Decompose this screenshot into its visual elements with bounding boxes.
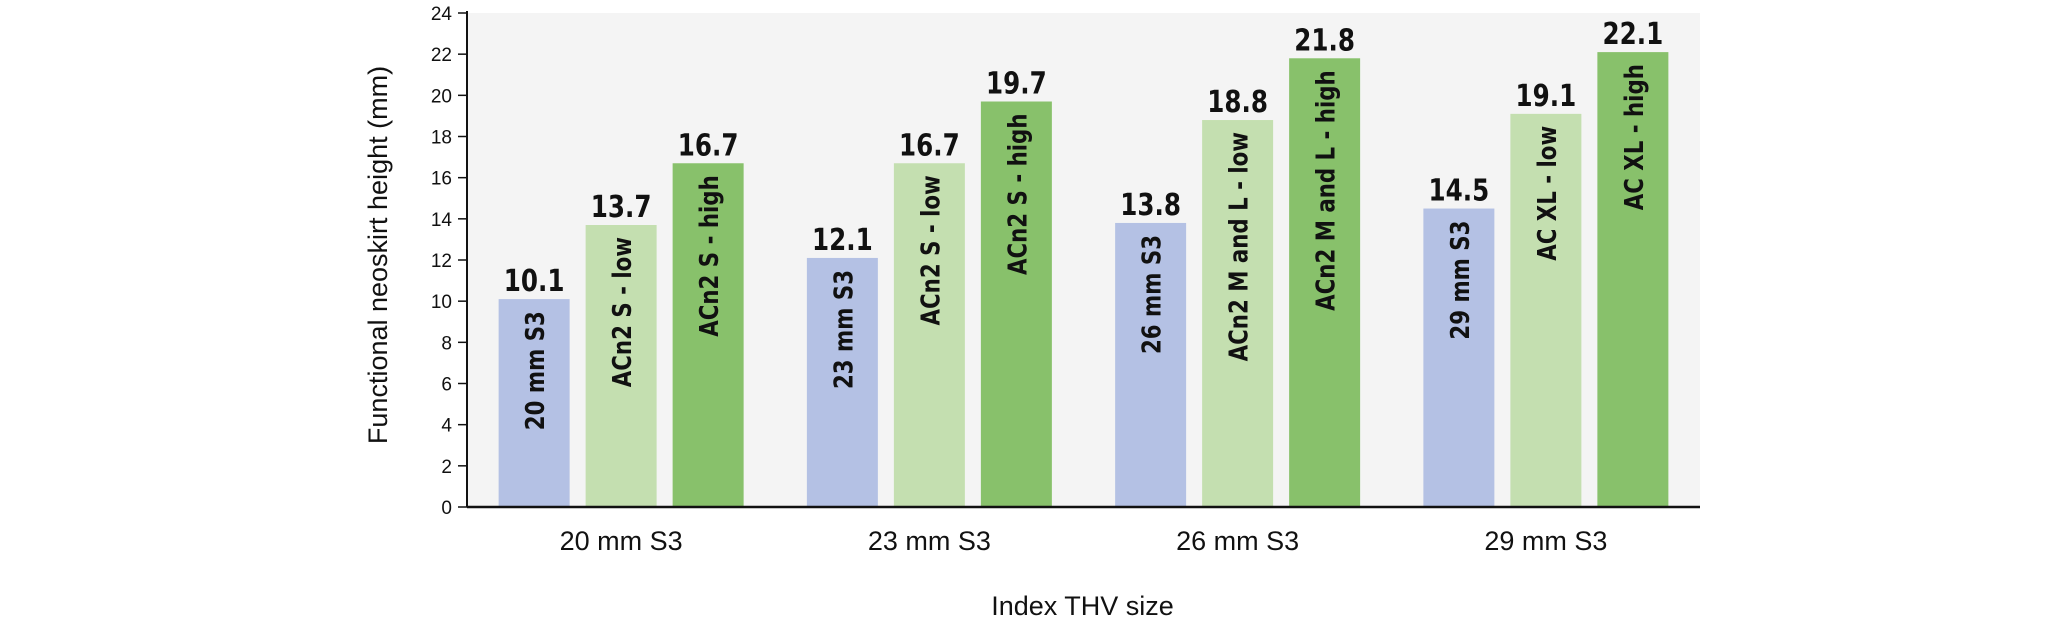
y-tick-label: 22 [431,45,452,66]
x-category-label: 20 mm S3 [560,526,683,556]
x-category-label: 29 mm S3 [1484,526,1607,556]
bar-value-label: 10.1 [504,265,565,299]
bar-series-label: 26 mm S3 [1137,235,1168,354]
bar-series-label: ACn2 S - low [607,237,638,387]
y-tick-label: 12 [431,251,452,272]
y-tick-label: 18 [431,128,452,149]
y-tick-label: 16 [431,169,452,190]
bar-value-label: 19.7 [986,67,1047,101]
y-tick-label: 14 [431,210,453,231]
y-tick-label: 4 [441,416,452,437]
bar-series-label: ACn2 S - low [915,175,946,325]
bar-value-label: 13.8 [1120,189,1181,223]
bar-value-label: 18.8 [1207,86,1268,120]
bar-series-label: 23 mm S3 [828,270,859,389]
bar-value-label: 14.5 [1429,174,1490,208]
plot-background [467,13,1700,507]
bar-value-label: 16.7 [899,129,960,163]
y-tick-label: 10 [431,292,452,313]
bar [498,299,570,507]
y-tick-label: 24 [431,4,453,25]
bar [980,101,1052,507]
bar-groups: 10.1 20 mm S3 13.7 ACn2 S - low 16.7 ACn2 S -… [498,18,1669,508]
bar-value-label: 22.1 [1603,18,1664,52]
bar-value-label: 16.7 [678,129,739,163]
x-axis-title: Index THV size [991,591,1174,621]
bar-group: 13.8 26 mm S3 18.8 ACn2 M and L - low 21.8 AC… [1115,24,1361,508]
y-tick-label: 0 [441,498,452,519]
bar [1597,52,1669,507]
y-tick-label: 6 [441,375,452,396]
bar-series-label: ACn2 M and L - low [1224,132,1255,361]
bar-series-label: 20 mm S3 [520,311,551,430]
bar-series-label: ACn2 S - high [1002,114,1033,275]
bar-group: 12.1 23 mm S3 16.7 ACn2 S - low 19.7 ACn2 S -… [806,67,1052,507]
y-axis-title: Functional neoskirt height (mm) [363,66,393,444]
y-tick-label: 2 [441,457,452,478]
bar-series-label: AC XL - high [1619,64,1650,210]
bar-value-label: 21.8 [1294,24,1355,58]
bar [1115,222,1187,507]
bar-group: 10.1 20 mm S3 13.7 ACn2 S - low 16.7 ACn2 S -… [498,129,744,507]
x-axis-category-labels: 20 mm S3 23 mm S3 26 mm S3 29 mm S3 [560,526,1608,556]
bar [1289,58,1361,508]
bar-series-label: 29 mm S3 [1445,221,1476,340]
bar-series-label: ACn2 M and L - high [1311,70,1342,311]
bar-series-label: ACn2 S - high [694,175,725,336]
bar [1202,120,1274,508]
bar-series-label: AC XL - low [1532,126,1563,261]
bar [672,163,744,507]
x-category-label: 26 mm S3 [1176,526,1299,556]
bar-value-label: 13.7 [591,191,652,225]
x-category-label: 23 mm S3 [868,526,991,556]
bar [585,225,657,507]
bar [806,257,878,507]
bar [893,163,965,507]
bar-group: 14.5 29 mm S3 19.1 AC XL - low 22.1 AC XL - h… [1423,18,1669,507]
y-tick-label: 20 [431,86,452,107]
bar [1423,208,1495,507]
y-tick-label: 8 [441,333,452,354]
bar-value-label: 19.1 [1516,80,1577,114]
bar-value-label: 12.1 [812,224,873,258]
bar [1510,113,1582,507]
